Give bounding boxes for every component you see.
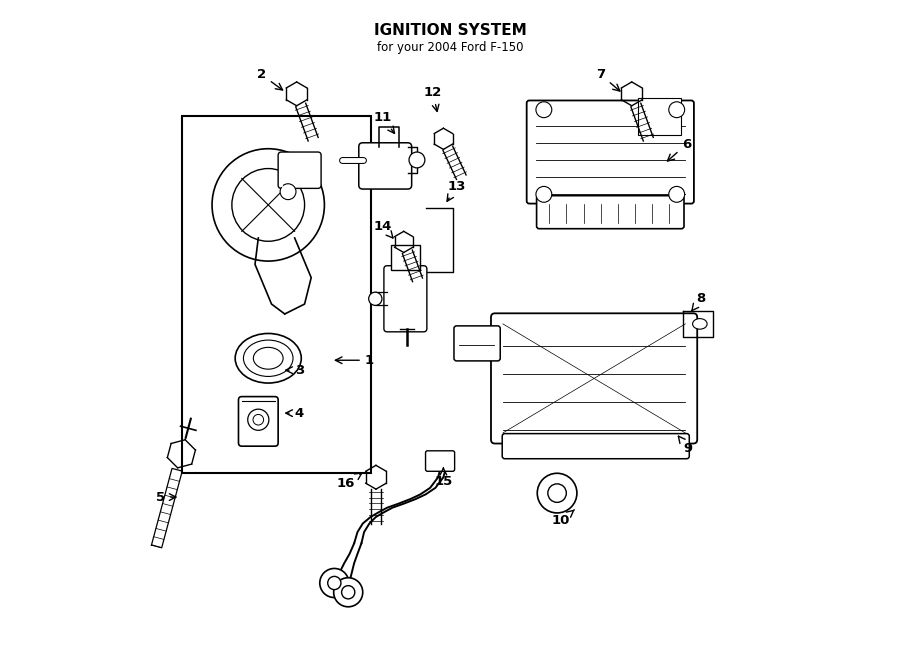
Circle shape <box>212 149 324 261</box>
Text: 4: 4 <box>286 407 304 420</box>
Text: 9: 9 <box>679 436 692 455</box>
Ellipse shape <box>254 348 284 369</box>
FancyBboxPatch shape <box>526 100 694 204</box>
FancyBboxPatch shape <box>426 451 454 471</box>
Text: 10: 10 <box>552 510 574 527</box>
FancyBboxPatch shape <box>536 196 684 229</box>
Text: 15: 15 <box>435 468 453 488</box>
Text: 6: 6 <box>668 137 691 161</box>
Circle shape <box>369 292 382 305</box>
Circle shape <box>669 186 685 202</box>
Circle shape <box>328 576 341 590</box>
Circle shape <box>248 409 269 430</box>
FancyBboxPatch shape <box>392 245 420 270</box>
Circle shape <box>232 169 304 241</box>
Circle shape <box>320 568 349 598</box>
Text: 11: 11 <box>374 111 394 134</box>
FancyBboxPatch shape <box>491 313 698 444</box>
Text: 14: 14 <box>374 219 393 238</box>
Text: 13: 13 <box>447 180 466 201</box>
Circle shape <box>409 152 425 168</box>
FancyBboxPatch shape <box>238 397 278 446</box>
FancyBboxPatch shape <box>359 143 411 189</box>
FancyBboxPatch shape <box>454 326 500 361</box>
Text: 2: 2 <box>257 68 283 90</box>
FancyBboxPatch shape <box>278 152 321 188</box>
Circle shape <box>536 102 552 118</box>
Bar <box>638 98 681 135</box>
Ellipse shape <box>243 340 293 377</box>
Text: 3: 3 <box>286 364 304 377</box>
Text: for your 2004 Ford F-150: for your 2004 Ford F-150 <box>377 41 523 54</box>
Text: 1: 1 <box>336 354 374 367</box>
Text: 5: 5 <box>156 490 176 504</box>
Text: IGNITION SYSTEM: IGNITION SYSTEM <box>374 23 526 38</box>
Circle shape <box>536 186 552 202</box>
Circle shape <box>537 473 577 513</box>
Text: 16: 16 <box>337 473 362 490</box>
Circle shape <box>548 484 566 502</box>
Ellipse shape <box>693 319 707 329</box>
Text: 8: 8 <box>692 292 706 311</box>
Text: 7: 7 <box>596 68 620 91</box>
Circle shape <box>342 586 355 599</box>
Circle shape <box>253 414 264 425</box>
Bar <box>183 116 371 473</box>
Circle shape <box>334 578 363 607</box>
FancyBboxPatch shape <box>502 434 689 459</box>
Circle shape <box>280 184 296 200</box>
Ellipse shape <box>235 333 302 383</box>
FancyBboxPatch shape <box>384 266 427 332</box>
Circle shape <box>669 102 685 118</box>
Text: 12: 12 <box>424 86 442 112</box>
